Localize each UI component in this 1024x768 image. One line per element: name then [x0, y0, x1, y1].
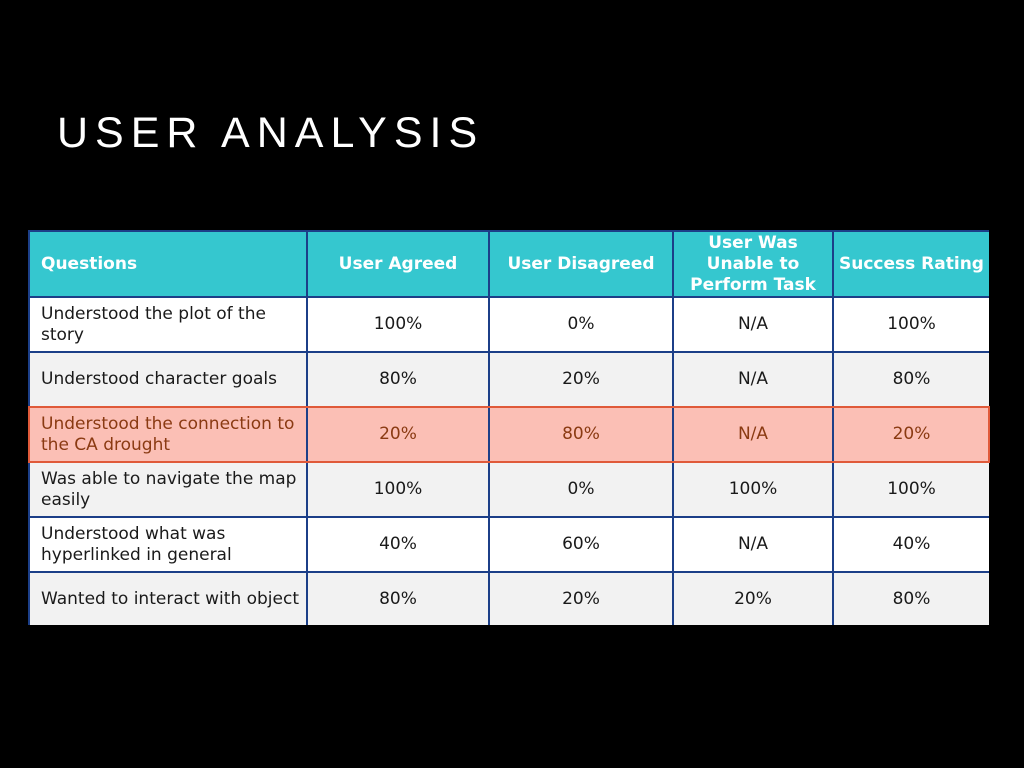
- table-row: Understood the plot of the story 100% 0%…: [28, 296, 989, 353]
- user-analysis-table: Questions User Agreed User Disagreed Use…: [28, 230, 990, 625]
- table-row: Understood character goals 80% 20% N/A 8…: [28, 351, 989, 408]
- slide-title: USER ANALYSIS: [57, 109, 485, 157]
- header-questions: Questions: [28, 230, 308, 298]
- question-cell: Understood the connection to the CA drou…: [28, 406, 308, 463]
- unable-cell: N/A: [672, 516, 834, 573]
- disagreed-cell: 0%: [488, 296, 674, 353]
- question-cell: Understood character goals: [28, 351, 308, 408]
- question-cell: Was able to navigate the map easily: [28, 461, 308, 518]
- header-success-rating: Success Rating: [832, 230, 989, 298]
- disagreed-cell: 20%: [488, 571, 674, 625]
- header-user-disagreed: User Disagreed: [488, 230, 674, 298]
- header-user-agreed: User Agreed: [306, 230, 490, 298]
- agreed-cell: 100%: [306, 296, 490, 353]
- success-cell: 100%: [832, 461, 989, 518]
- unable-cell: N/A: [672, 351, 834, 408]
- agreed-cell: 40%: [306, 516, 490, 573]
- table-row: Wanted to interact with object 80% 20% 2…: [28, 571, 989, 625]
- success-cell: 20%: [832, 406, 989, 463]
- table-header-row: Questions User Agreed User Disagreed Use…: [28, 230, 989, 298]
- header-user-unable: User Was Unable to Perform Task: [672, 230, 834, 298]
- unable-cell: N/A: [672, 406, 834, 463]
- agreed-cell: 100%: [306, 461, 490, 518]
- disagreed-cell: 0%: [488, 461, 674, 518]
- question-cell: Understood what was hyperlinked in gener…: [28, 516, 308, 573]
- table-row-highlighted: Understood the connection to the CA drou…: [28, 406, 990, 463]
- disagreed-cell: 60%: [488, 516, 674, 573]
- disagreed-cell: 80%: [488, 406, 674, 463]
- unable-cell: 20%: [672, 571, 834, 625]
- agreed-cell: 20%: [306, 406, 490, 463]
- success-cell: 40%: [832, 516, 989, 573]
- question-cell: Understood the plot of the story: [28, 296, 308, 353]
- success-cell: 100%: [832, 296, 989, 353]
- disagreed-cell: 20%: [488, 351, 674, 408]
- success-cell: 80%: [832, 351, 989, 408]
- agreed-cell: 80%: [306, 351, 490, 408]
- unable-cell: N/A: [672, 296, 834, 353]
- agreed-cell: 80%: [306, 571, 490, 625]
- success-cell: 80%: [832, 571, 989, 625]
- question-cell: Wanted to interact with object: [28, 571, 308, 625]
- table-row: Understood what was hyperlinked in gener…: [28, 516, 989, 573]
- table-row: Was able to navigate the map easily 100%…: [28, 461, 989, 518]
- unable-cell: 100%: [672, 461, 834, 518]
